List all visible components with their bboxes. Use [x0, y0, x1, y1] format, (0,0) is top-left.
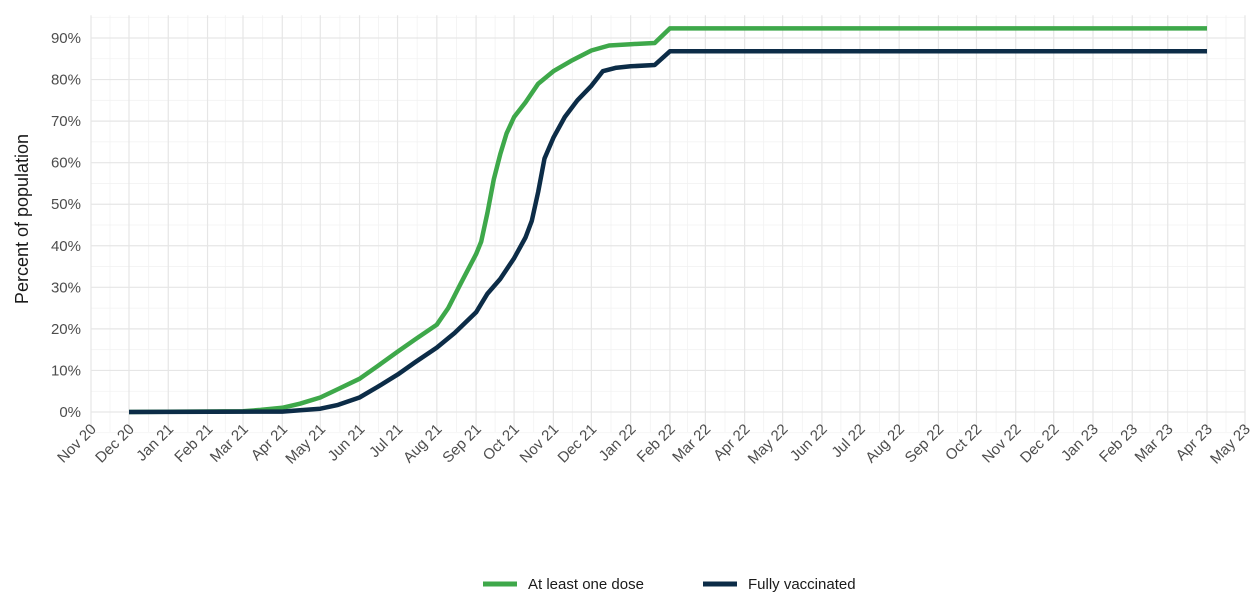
x-tick-label: Dec 22 — [1017, 421, 1063, 467]
x-tick-label: May 22 — [745, 421, 792, 468]
x-tick-label: Jan 22 — [596, 421, 640, 465]
x-tick-label: Mar 21 — [207, 421, 252, 466]
x-tick-label: Nov 20 — [54, 421, 100, 467]
y-tick-label: 10% — [51, 362, 81, 379]
x-tick-label: Mar 22 — [669, 421, 714, 466]
x-tick-label: Nov 22 — [979, 421, 1025, 467]
legend-label: Fully vaccinated — [748, 576, 856, 593]
x-tick-label: Nov 21 — [517, 421, 563, 467]
y-tick-label: 0% — [59, 404, 81, 421]
y-tick-label: 30% — [51, 279, 81, 296]
x-tick-label: Oct 22 — [942, 421, 985, 464]
x-tick-label: Mar 23 — [1132, 421, 1177, 466]
x-tick-label: Sep 21 — [439, 421, 485, 467]
y-tick-label: 90% — [51, 30, 81, 47]
major-gridlines — [90, 15, 1246, 432]
x-tick-label: Jun 22 — [787, 421, 831, 465]
y-tick-label: 80% — [51, 72, 81, 89]
y-axis-title: Percent of population — [12, 134, 32, 304]
x-tick-label: Jan 23 — [1058, 421, 1102, 465]
y-tick-label: 40% — [51, 238, 81, 255]
series-line-1 — [128, 49, 1207, 415]
x-tick-label: May 23 — [1207, 421, 1250, 468]
x-tick-label: Feb 21 — [171, 421, 216, 466]
y-tick-label: 70% — [51, 113, 81, 130]
x-tick-label: Oct 21 — [480, 421, 523, 464]
x-tick-label: Aug 22 — [862, 421, 908, 467]
y-axis-ticks: 0% 10% 20% 30% 40% 50% 60% 70% 80% 90% — [51, 30, 81, 421]
x-tick-label: Jun 21 — [325, 421, 369, 465]
y-tick-label: 50% — [51, 196, 81, 213]
series-lines — [128, 26, 1207, 415]
legend: At least one dose Fully vaccinated — [483, 576, 856, 593]
x-tick-label: Aug 21 — [400, 421, 446, 467]
y-tick-label: 20% — [51, 321, 81, 338]
minor-gridlines — [91, 15, 1245, 434]
x-tick-label: Sep 22 — [902, 421, 948, 467]
legend-label: At least one dose — [528, 576, 644, 593]
x-tick-label: Feb 22 — [634, 421, 679, 466]
x-tick-label: Jan 21 — [133, 421, 177, 465]
x-tick-label: May 21 — [282, 421, 329, 468]
series-line-0 — [128, 26, 1207, 415]
x-tick-label: Dec 21 — [555, 421, 601, 467]
y-tick-label: 60% — [51, 155, 81, 172]
x-tick-label: Dec 20 — [92, 421, 138, 467]
x-tick-label: Feb 23 — [1096, 421, 1141, 466]
